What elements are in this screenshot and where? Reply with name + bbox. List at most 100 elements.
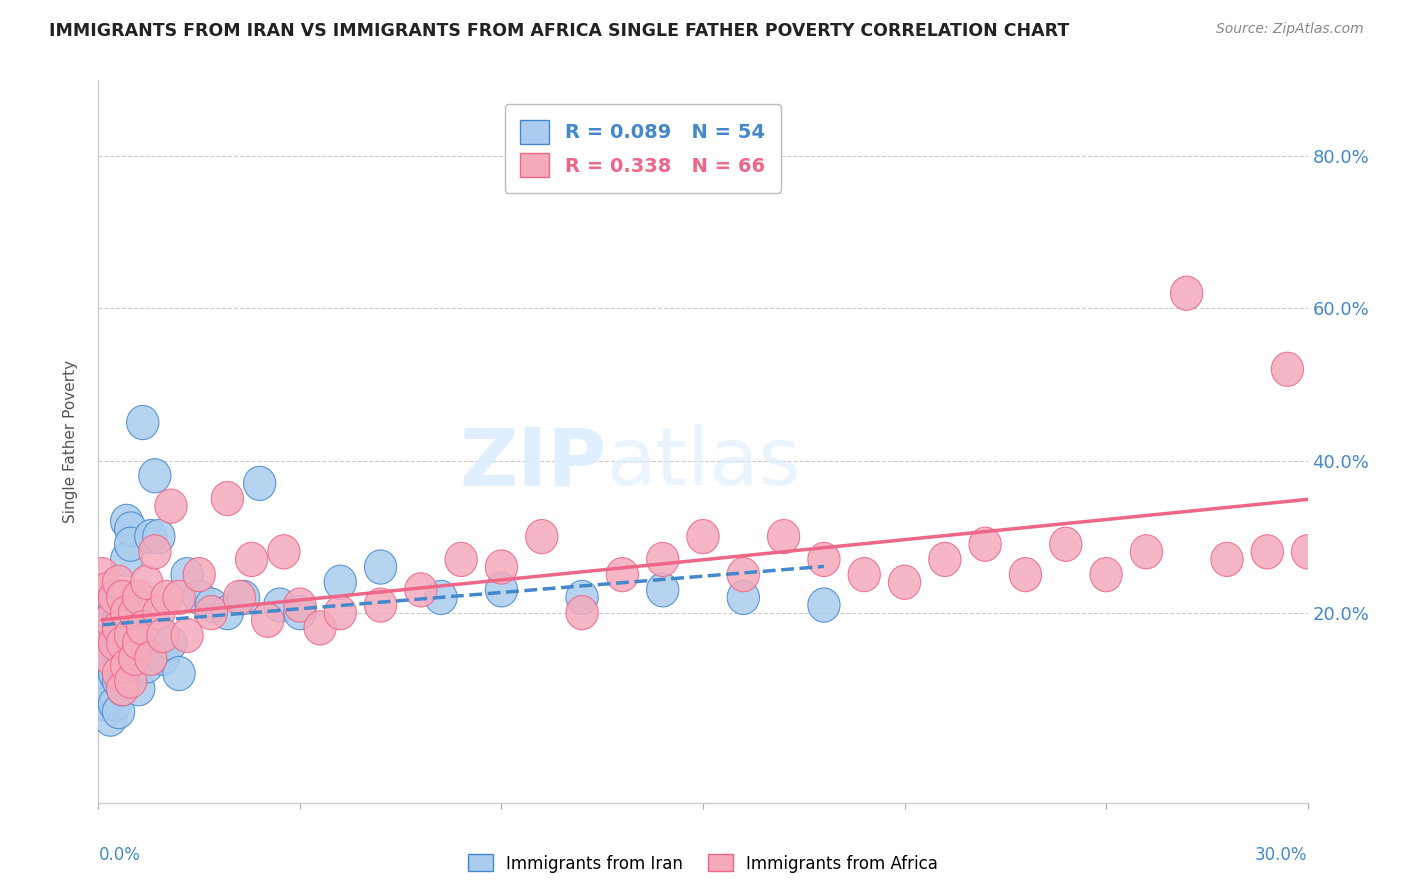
Ellipse shape bbox=[848, 558, 880, 591]
Ellipse shape bbox=[111, 648, 143, 683]
Ellipse shape bbox=[131, 648, 163, 683]
Ellipse shape bbox=[211, 482, 243, 516]
Ellipse shape bbox=[139, 458, 172, 493]
Ellipse shape bbox=[195, 596, 228, 630]
Ellipse shape bbox=[114, 527, 146, 561]
Ellipse shape bbox=[228, 581, 260, 615]
Text: Source: ZipAtlas.com: Source: ZipAtlas.com bbox=[1216, 22, 1364, 37]
Ellipse shape bbox=[150, 581, 183, 615]
Ellipse shape bbox=[135, 519, 167, 554]
Ellipse shape bbox=[446, 542, 477, 576]
Ellipse shape bbox=[567, 581, 598, 615]
Ellipse shape bbox=[485, 549, 517, 584]
Ellipse shape bbox=[127, 405, 159, 440]
Ellipse shape bbox=[1090, 558, 1122, 591]
Ellipse shape bbox=[768, 519, 800, 554]
Ellipse shape bbox=[103, 657, 135, 690]
Ellipse shape bbox=[183, 558, 215, 591]
Ellipse shape bbox=[118, 648, 150, 683]
Ellipse shape bbox=[267, 534, 299, 569]
Ellipse shape bbox=[103, 694, 135, 729]
Ellipse shape bbox=[567, 596, 598, 630]
Ellipse shape bbox=[325, 596, 356, 630]
Ellipse shape bbox=[284, 596, 316, 630]
Ellipse shape bbox=[103, 603, 135, 638]
Ellipse shape bbox=[114, 512, 146, 546]
Ellipse shape bbox=[90, 618, 122, 653]
Text: 0.0%: 0.0% bbox=[98, 847, 141, 864]
Ellipse shape bbox=[98, 626, 131, 660]
Ellipse shape bbox=[90, 641, 122, 675]
Ellipse shape bbox=[146, 641, 179, 675]
Ellipse shape bbox=[114, 657, 146, 690]
Ellipse shape bbox=[90, 573, 122, 607]
Ellipse shape bbox=[1171, 277, 1202, 310]
Ellipse shape bbox=[103, 664, 135, 698]
Ellipse shape bbox=[122, 672, 155, 706]
Ellipse shape bbox=[1292, 534, 1323, 569]
Ellipse shape bbox=[172, 558, 204, 591]
Ellipse shape bbox=[606, 558, 638, 591]
Ellipse shape bbox=[122, 633, 155, 668]
Ellipse shape bbox=[107, 672, 139, 706]
Ellipse shape bbox=[94, 672, 127, 706]
Ellipse shape bbox=[94, 611, 127, 645]
Ellipse shape bbox=[1010, 558, 1042, 591]
Ellipse shape bbox=[98, 626, 131, 660]
Text: 30.0%: 30.0% bbox=[1256, 847, 1308, 864]
Ellipse shape bbox=[163, 581, 195, 615]
Ellipse shape bbox=[264, 588, 295, 623]
Ellipse shape bbox=[252, 603, 284, 638]
Ellipse shape bbox=[526, 519, 558, 554]
Ellipse shape bbox=[143, 519, 174, 554]
Ellipse shape bbox=[114, 664, 146, 698]
Ellipse shape bbox=[86, 657, 118, 690]
Ellipse shape bbox=[325, 566, 356, 599]
Ellipse shape bbox=[90, 687, 122, 721]
Ellipse shape bbox=[90, 596, 122, 630]
Ellipse shape bbox=[98, 657, 131, 690]
Ellipse shape bbox=[131, 566, 163, 599]
Ellipse shape bbox=[155, 626, 187, 660]
Ellipse shape bbox=[425, 581, 457, 615]
Ellipse shape bbox=[111, 504, 143, 539]
Ellipse shape bbox=[155, 489, 187, 524]
Ellipse shape bbox=[127, 611, 159, 645]
Ellipse shape bbox=[118, 641, 150, 675]
Ellipse shape bbox=[86, 618, 118, 653]
Ellipse shape bbox=[163, 657, 195, 690]
Ellipse shape bbox=[808, 542, 839, 576]
Text: atlas: atlas bbox=[606, 425, 800, 502]
Ellipse shape bbox=[135, 641, 167, 675]
Ellipse shape bbox=[647, 542, 679, 576]
Ellipse shape bbox=[969, 527, 1001, 561]
Ellipse shape bbox=[195, 588, 228, 623]
Ellipse shape bbox=[94, 641, 127, 675]
Ellipse shape bbox=[122, 626, 155, 660]
Y-axis label: Single Father Poverty: Single Father Poverty bbox=[63, 360, 77, 523]
Ellipse shape bbox=[688, 519, 718, 554]
Ellipse shape bbox=[143, 596, 174, 630]
Ellipse shape bbox=[86, 558, 118, 591]
Ellipse shape bbox=[114, 618, 146, 653]
Ellipse shape bbox=[111, 596, 143, 630]
Ellipse shape bbox=[364, 549, 396, 584]
Ellipse shape bbox=[304, 611, 336, 645]
Ellipse shape bbox=[235, 542, 267, 576]
Text: ZIP: ZIP bbox=[458, 425, 606, 502]
Ellipse shape bbox=[211, 596, 243, 630]
Ellipse shape bbox=[405, 573, 437, 607]
Ellipse shape bbox=[107, 633, 139, 668]
Ellipse shape bbox=[172, 618, 204, 653]
Ellipse shape bbox=[94, 581, 127, 615]
Ellipse shape bbox=[146, 618, 179, 653]
Legend: Immigrants from Iran, Immigrants from Africa: Immigrants from Iran, Immigrants from Af… bbox=[461, 847, 945, 880]
Ellipse shape bbox=[94, 603, 127, 638]
Ellipse shape bbox=[183, 581, 215, 615]
Ellipse shape bbox=[485, 573, 517, 607]
Ellipse shape bbox=[107, 626, 139, 660]
Ellipse shape bbox=[98, 588, 131, 623]
Ellipse shape bbox=[364, 588, 396, 623]
Ellipse shape bbox=[107, 581, 139, 615]
Ellipse shape bbox=[94, 702, 127, 736]
